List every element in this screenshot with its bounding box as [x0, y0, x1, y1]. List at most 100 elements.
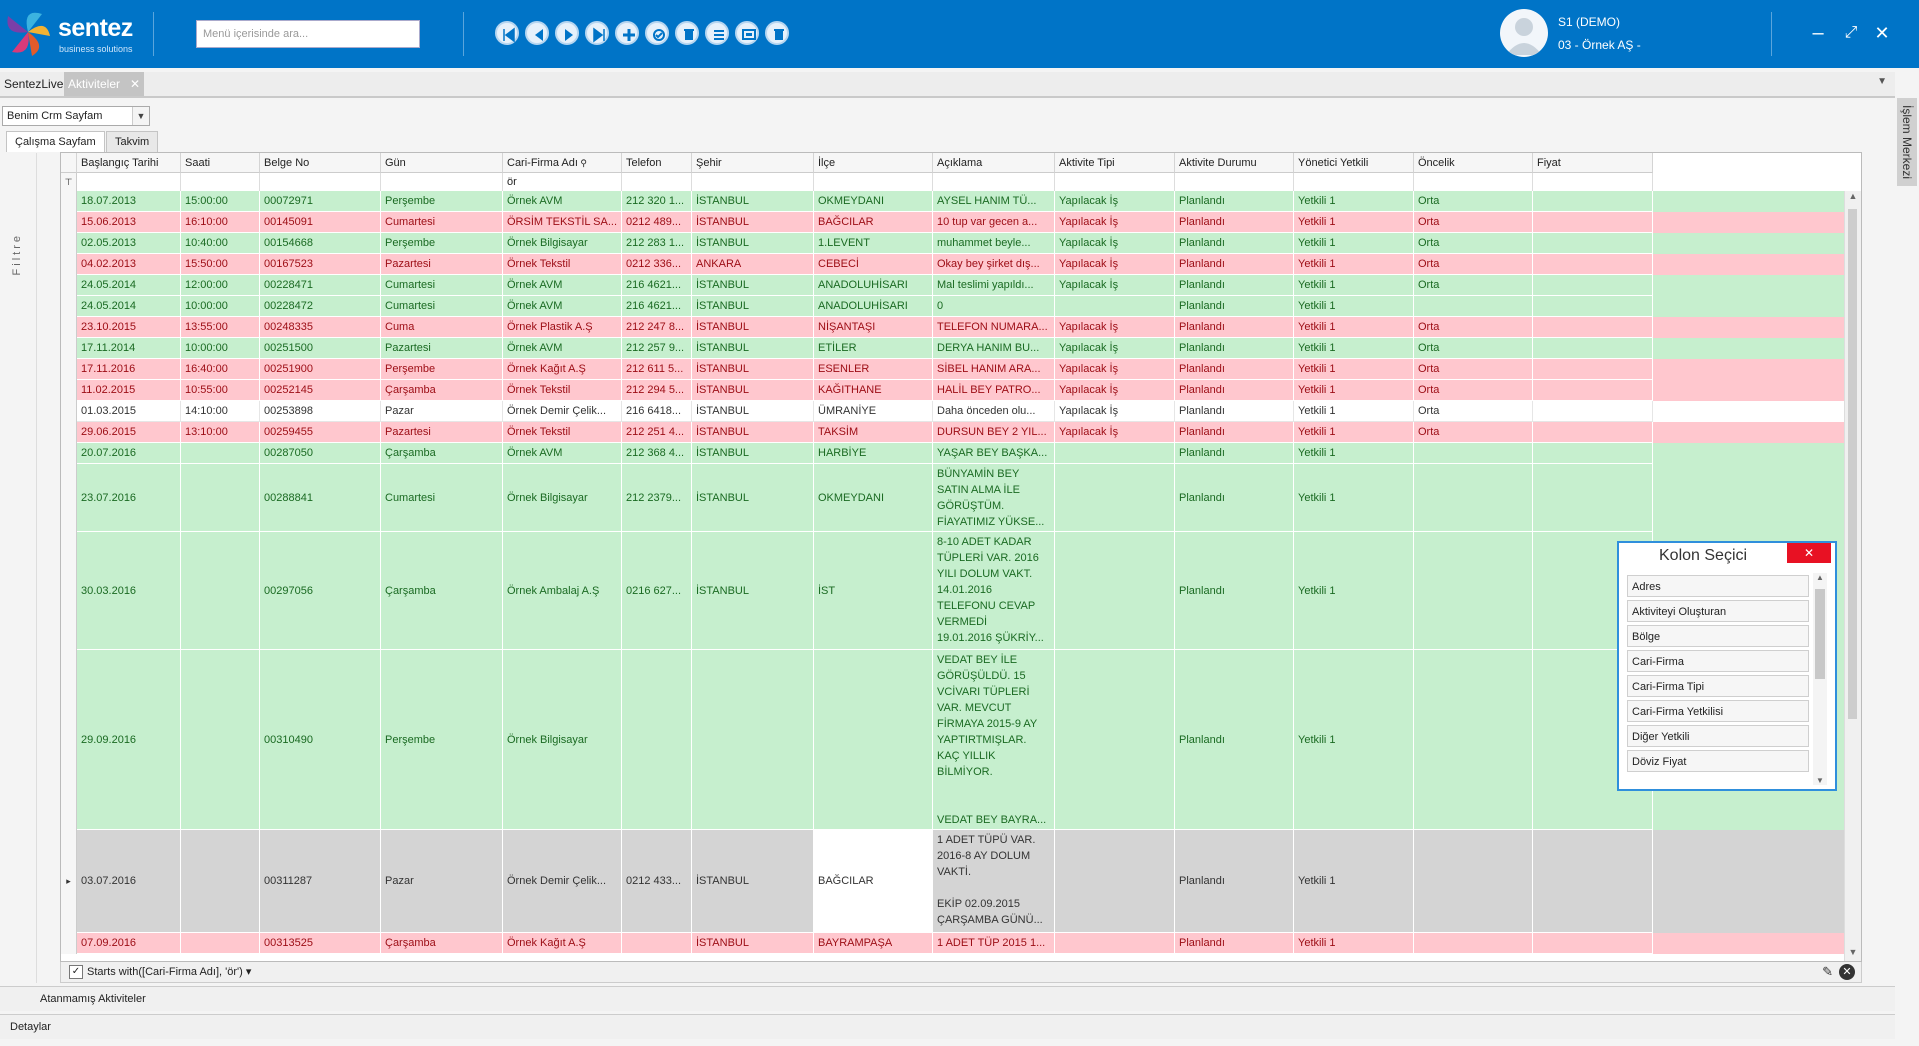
cell-priority[interactable] — [1414, 933, 1533, 954]
cell-priority[interactable] — [1414, 532, 1533, 650]
cell-doc-no[interactable]: 00259455 — [260, 422, 381, 443]
table-row[interactable]: ▸ 03.07.2016 00311287 Pazar Örnek Demir Çeli… — [61, 830, 1845, 933]
cell-description[interactable]: DERYA HANIM BU... — [933, 338, 1055, 359]
row-selector[interactable] — [61, 532, 77, 650]
cell-start-date[interactable]: 02.05.2013 — [77, 233, 181, 254]
table-row[interactable]: 20.07.2016 00287050 Çarşamba Örnek AVM 212 3… — [61, 443, 1845, 464]
cell-phone[interactable]: 212 368 4... — [622, 443, 692, 464]
cell-company[interactable]: Örnek Bilgisayar — [503, 464, 622, 532]
cell-time[interactable] — [181, 464, 260, 532]
cell-city[interactable]: İSTANBUL — [692, 296, 814, 317]
cell-start-date[interactable]: 11.02.2015 — [77, 380, 181, 401]
chevron-down-icon[interactable]: ▼ — [132, 107, 149, 125]
row-selector[interactable] — [61, 650, 77, 830]
filter-cell-activity-status[interactable] — [1175, 173, 1294, 191]
cell-company[interactable]: Örnek Kağıt A.Ş — [503, 933, 622, 954]
grid-vertical-scrollbar[interactable]: ▲ ▼ — [1844, 191, 1861, 961]
cell-day[interactable]: Perşembe — [381, 650, 503, 830]
approve-icon[interactable] — [645, 21, 669, 45]
cell-start-date[interactable]: 30.03.2016 — [77, 532, 181, 650]
cell-company[interactable]: Örnek AVM — [503, 296, 622, 317]
cell-company[interactable]: Örnek AVM — [503, 191, 622, 212]
cell-price[interactable] — [1533, 380, 1653, 401]
cell-time[interactable]: 10:00:00 — [181, 338, 260, 359]
cell-phone[interactable]: 0212 336... — [622, 254, 692, 275]
cell-price[interactable] — [1533, 443, 1653, 464]
cell-city[interactable]: İSTANBUL — [692, 380, 814, 401]
column-filter-icon[interactable]: ⚲ — [577, 158, 587, 168]
column-header-time[interactable]: Saati — [181, 153, 260, 173]
cell-activity-type[interactable] — [1055, 464, 1175, 532]
cell-city[interactable]: İSTANBUL — [692, 338, 814, 359]
cell-start-date[interactable]: 24.05.2014 — [77, 296, 181, 317]
cell-manager[interactable]: Yetkili 1 — [1294, 254, 1414, 275]
cell-phone[interactable]: 212 611 5... — [622, 359, 692, 380]
cell-doc-no[interactable]: 00313525 — [260, 933, 381, 954]
table-row[interactable]: 11.02.2015 10:55:00 00252145 Çarşamba Örnek … — [61, 380, 1845, 401]
cell-manager[interactable]: Yetkili 1 — [1294, 401, 1414, 422]
tab-calisma-sayfam[interactable]: Çalışma Sayfam — [6, 131, 105, 152]
row-selector[interactable] — [61, 933, 77, 954]
cell-description[interactable]: VEDAT BEY İLE GÖRÜŞÜLDÜ. 15 VCİVARI TÜPL… — [933, 650, 1055, 830]
cell-phone[interactable]: 212 251 4... — [622, 422, 692, 443]
column-header-manager[interactable]: Yönetici Yetkili — [1294, 153, 1414, 173]
cell-price[interactable] — [1533, 233, 1653, 254]
cell-doc-no[interactable]: 00248335 — [260, 317, 381, 338]
cell-phone[interactable] — [622, 933, 692, 954]
cell-time[interactable] — [181, 650, 260, 830]
cell-day[interactable]: Perşembe — [381, 233, 503, 254]
cell-activity-status[interactable]: Planlandı — [1175, 275, 1294, 296]
column-chooser-item[interactable]: Cari-Firma — [1627, 650, 1809, 672]
cell-district[interactable]: ÜMRANİYE — [814, 401, 933, 422]
cell-phone[interactable] — [622, 650, 692, 830]
cell-activity-status[interactable]: Planlandı — [1175, 317, 1294, 338]
filter-enabled-checkbox[interactable]: ✓ — [69, 965, 83, 979]
cell-price[interactable] — [1533, 212, 1653, 233]
page-select[interactable]: Benim Crm Sayfam ▼ — [2, 106, 150, 126]
cell-district[interactable]: ESENLER — [814, 359, 933, 380]
cell-company[interactable]: Örnek Tekstil — [503, 380, 622, 401]
row-selector[interactable] — [61, 296, 77, 317]
cell-start-date[interactable]: 24.05.2014 — [77, 275, 181, 296]
cell-start-date[interactable]: 29.09.2016 — [77, 650, 181, 830]
row-selector[interactable] — [61, 380, 77, 401]
cell-activity-type[interactable] — [1055, 650, 1175, 830]
list-icon[interactable] — [705, 21, 729, 45]
cell-start-date[interactable]: 18.07.2013 — [77, 191, 181, 212]
cell-day[interactable]: Pazartesi — [381, 338, 503, 359]
cell-activity-status[interactable]: Planlandı — [1175, 650, 1294, 830]
table-row[interactable]: 01.03.2015 14:10:00 00253898 Pazar Örnek Dem… — [61, 401, 1845, 422]
filter-cell-manager[interactable] — [1294, 173, 1414, 191]
cell-priority[interactable]: Orta — [1414, 338, 1533, 359]
cell-day[interactable]: Cumartesi — [381, 464, 503, 532]
column-chooser-close-button[interactable]: ✕ — [1787, 543, 1831, 563]
cell-manager[interactable]: Yetkili 1 — [1294, 532, 1414, 650]
cell-doc-no[interactable]: 00311287 — [260, 830, 381, 933]
cell-doc-no[interactable]: 00253898 — [260, 401, 381, 422]
cell-district[interactable]: ETİLER — [814, 338, 933, 359]
cell-city[interactable]: İSTANBUL — [692, 275, 814, 296]
cell-activity-type[interactable] — [1055, 830, 1175, 933]
table-row[interactable]: 04.02.2013 15:50:00 00167523 Pazartesi Örnek… — [61, 254, 1845, 275]
close-window-button[interactable]: ✕ — [1874, 23, 1890, 43]
cell-priority[interactable]: Orta — [1414, 212, 1533, 233]
row-selector[interactable] — [61, 359, 77, 380]
cell-company[interactable]: Örnek Bilgisayar — [503, 233, 622, 254]
cell-doc-no[interactable]: 00228471 — [260, 275, 381, 296]
cell-activity-status[interactable]: Planlandı — [1175, 401, 1294, 422]
column-header-start-date[interactable]: Başlangıç Tarihi — [77, 153, 181, 173]
column-header-price[interactable]: Fiyat — [1533, 153, 1653, 173]
column-chooser-item[interactable]: Cari-Firma Yetkilisi — [1627, 700, 1809, 722]
scroll-down-icon[interactable]: ▼ — [1848, 947, 1858, 957]
cell-activity-status[interactable]: Planlandı — [1175, 359, 1294, 380]
cell-company[interactable]: Örnek Ambalaj A.Ş — [503, 532, 622, 650]
unassigned-activities-bar[interactable]: Atanmamış Aktiviteler — [0, 986, 1895, 1011]
tab-takvim[interactable]: Takvim — [106, 131, 159, 152]
cell-phone[interactable]: 0216 627... — [622, 532, 692, 650]
cell-manager[interactable]: Yetkili 1 — [1294, 443, 1414, 464]
row-selector[interactable] — [61, 464, 77, 532]
cell-time[interactable]: 10:00:00 — [181, 296, 260, 317]
cell-doc-no[interactable]: 00297056 — [260, 532, 381, 650]
cell-priority[interactable]: Orta — [1414, 275, 1533, 296]
cell-city[interactable] — [692, 650, 814, 830]
